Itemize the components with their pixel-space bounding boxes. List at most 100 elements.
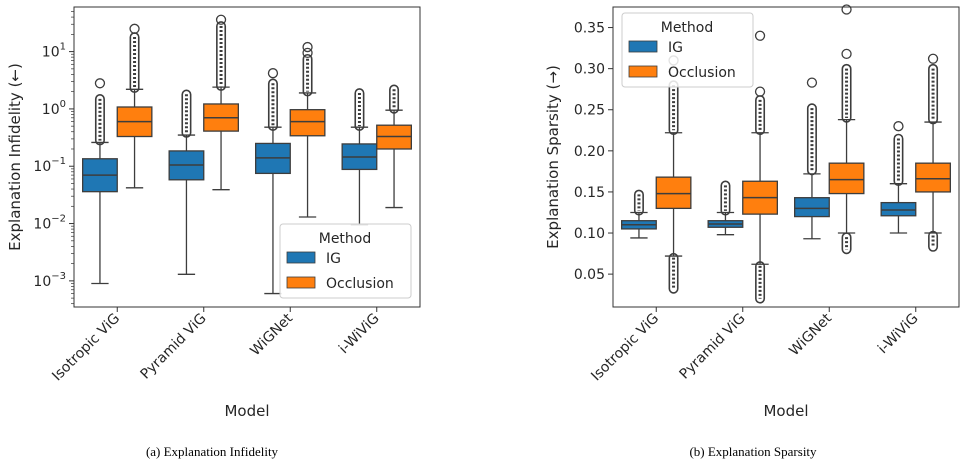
y-tick-label: 10−3 [33,271,66,290]
legend-label-occlusion: Occlusion [326,276,394,292]
infidelity-chart: 10−3 10−2 10−1 100 101 Isotropic ViG Pyramid … [6,6,421,459]
legend: Method IG Occlusion [621,12,754,88]
y-axis-label: Explanation Sparsity (→) [544,65,562,249]
legend-title: Method [319,231,372,247]
outlier-cluster [755,261,766,304]
outlier-cluster [928,230,939,252]
box-ig-3 [341,88,378,226]
outlier-point [754,86,766,97]
outlier-cluster [94,94,105,146]
outlier-point [215,14,227,25]
outlier-cluster [893,133,904,187]
legend-label-occlusion: Occlusion [668,65,736,81]
legend-label-ig: IG [668,40,683,56]
box-iqr [655,176,692,210]
caption-b: (b) Explanation Sparsity [689,444,817,459]
outlier-cluster [181,89,192,138]
box-ig-0 [82,78,118,285]
box-occlusion-0 [116,23,153,189]
outlier-cluster [841,63,852,123]
box-iqr [289,109,326,137]
y-ticks: 10−3 10−2 10−1 100 101 [33,11,74,305]
box-iqr [915,162,951,193]
legend-swatch-ig [286,251,316,264]
box-ig-2 [794,77,830,240]
x-tick-label: Isotropic ViG [588,311,662,385]
x-tick-label: i-WiViG [875,311,922,358]
outlier-cluster [928,63,939,125]
outlier-point [94,78,106,89]
box-occlusion-3 [376,84,412,209]
y-axis-label: Explanation Infidelity (←) [6,63,24,251]
outlier-point [841,48,852,59]
outlier-point [806,77,818,88]
plot-frame [612,6,960,308]
box-plots [621,4,951,304]
x-tick-label: Isotropic ViG [49,311,123,385]
y-tick-label: 0.05 [574,267,605,283]
y-tick-label: 10−2 [33,214,66,233]
y-tick-label: 0.35 [574,21,605,37]
x-ticks: Isotropic ViG Pyramid ViG WiGNet i-WiViG [588,307,922,385]
x-tick-label: Pyramid ViG [137,311,209,383]
box-occlusion-1 [742,30,778,304]
outlier-point [302,41,313,53]
outlier-point [927,53,939,64]
outlier-point [302,47,313,59]
box-plots [82,14,412,295]
box-occlusion-3 [915,53,951,252]
y-ticks: 0.05 0.10 0.15 0.20 0.25 0.30 0.35 [574,21,613,283]
outlier-point [893,121,904,132]
outlier-point [841,4,852,15]
y-tick-label: 10−1 [33,156,66,175]
outlier-cluster [720,180,731,216]
legend-swatch-occlusion [628,65,658,78]
y-tick-label: 0.30 [574,62,605,78]
x-tick-label: i-WiViG [336,311,383,358]
box-ig-0 [621,189,657,239]
outlier-point [129,23,140,34]
outlier-cluster [267,78,278,131]
legend-title: Method [661,20,714,36]
legend-label-ig: IG [326,251,341,267]
box-ig-1 [707,180,744,236]
box-occlusion-2 [828,4,865,255]
box-ig-1 [168,89,205,275]
box-occlusion-0 [655,55,692,294]
x-axis-label: Model [224,402,269,420]
outlier-point [754,30,766,41]
plot-frame [73,6,421,308]
box-occlusion-1 [203,14,239,191]
outlier-cluster [841,232,852,255]
x-tick-label: WiGNet [786,310,835,359]
y-tick-label: 0.10 [574,226,605,242]
y-tick-label: 100 [42,99,66,118]
y-tick-label: 0.15 [574,185,605,201]
outlier-cluster [354,88,365,131]
outlier-cluster [216,21,227,91]
y-tick-label: 0.25 [574,103,605,119]
box-iqr [794,197,830,218]
legend: Method IG Occlusion [279,223,412,299]
caption-a: (a) Explanation Infidelity [146,444,279,459]
x-ticks: Isotropic ViG Pyramid ViG WiGNet i-WiViG [49,307,383,385]
legend-swatch-occlusion [286,276,316,289]
legend-swatch-ig [628,40,658,53]
sparsity-chart: 0.05 0.10 0.15 0.20 0.25 0.30 0.35 Isotropic V… [544,4,960,459]
y-tick-label: 101 [42,42,66,61]
y-tick-label: 0.20 [574,144,605,160]
box-iqr [880,201,917,217]
outlier-cluster [806,103,817,176]
box-iqr [828,162,865,195]
outlier-cluster [302,53,313,97]
x-axis-label: Model [763,402,808,420]
box-ig-2 [254,68,291,295]
box-ig-3 [880,121,917,234]
box-occlusion-2 [289,41,326,218]
outlier-cluster [633,189,644,216]
x-tick-label: WiGNet [247,310,296,359]
outlier-point [267,68,279,79]
outlier-cluster [668,252,679,294]
x-tick-label: Pyramid ViG [676,311,748,383]
